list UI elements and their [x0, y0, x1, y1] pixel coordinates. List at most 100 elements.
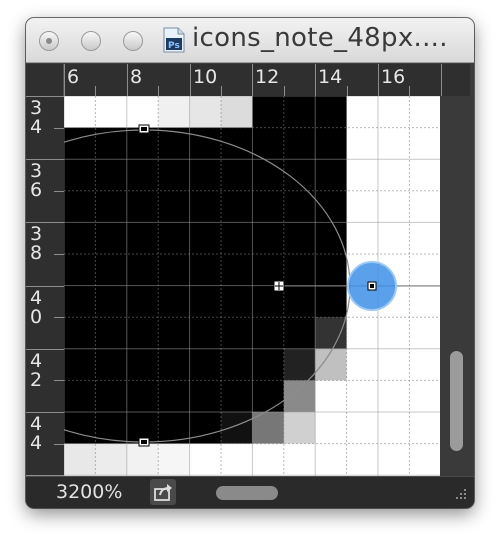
pixel-cell: [64, 317, 96, 350]
pixel-cell: [221, 380, 253, 413]
pixel-cell: [221, 348, 253, 381]
pixel-cell: [409, 127, 440, 160]
pixel-cell: [158, 127, 191, 160]
pixel-cell: [409, 317, 440, 350]
anchor-point-top[interactable]: [138, 124, 150, 134]
ruler-tick: [26, 222, 64, 223]
ruler-tick: [158, 86, 159, 96]
ruler-tick: [54, 128, 64, 129]
ruler-label-h: 10: [193, 66, 218, 88]
anchor-point-bottom[interactable]: [138, 437, 150, 447]
pixel-cell: [64, 190, 96, 223]
pixel-cell: [126, 443, 159, 476]
vertical-scrollbar[interactable]: [440, 96, 474, 476]
ruler-tick: [347, 86, 348, 96]
navigator-window: Ps icons_note_48px.... 6 8 10 12 14 16 3 4 3 6…: [26, 18, 474, 508]
pixel-cell: [158, 222, 191, 255]
pixel-cell: [346, 222, 379, 255]
pixel-cell: [126, 285, 159, 318]
pixel-cell: [378, 380, 410, 413]
pixel-cell: [95, 380, 128, 413]
pixel-cell: [64, 159, 96, 192]
zoomed-canvas[interactable]: [64, 96, 440, 476]
pixel-cell: [346, 190, 379, 223]
window-title: icons_note_48px....: [192, 23, 448, 53]
pixel-cell: [346, 348, 379, 381]
pixel-cell: [283, 222, 316, 255]
ruler-tick: [26, 412, 64, 413]
horizontal-scroll-thumb[interactable]: [216, 486, 278, 500]
resize-grip-icon[interactable]: [450, 485, 468, 503]
zoom-button[interactable]: [123, 31, 143, 51]
pixel-cell: [346, 159, 379, 192]
pixel-cell: [189, 285, 222, 318]
ruler-label-v: 3 4: [29, 97, 43, 138]
pixel-cell: [409, 380, 440, 413]
photoshop-file-icon: Ps: [163, 27, 185, 53]
pixel-cell: [221, 159, 253, 192]
pixel-cell: [95, 412, 128, 445]
pixel-cell: [95, 190, 128, 223]
pixel-cell: [252, 222, 285, 255]
ruler-label-v: 3 8: [29, 223, 43, 264]
pixel-cell: [221, 254, 253, 287]
ruler-tick: [26, 349, 64, 350]
pixel-cell: [221, 190, 253, 223]
pixel-cell: [346, 127, 379, 160]
pixel-cell: [95, 222, 128, 255]
ruler-corner: [26, 64, 64, 96]
title-bar[interactable]: Ps icons_note_48px....: [26, 18, 474, 63]
pixel-cell: [221, 443, 253, 476]
pixel-cell: [158, 190, 191, 223]
vertical-scroll-thumb[interactable]: [450, 351, 463, 451]
minimize-button[interactable]: [81, 31, 101, 51]
ruler-label-h: 14: [318, 66, 343, 88]
pixel-cell: [189, 159, 222, 192]
pixel-cell: [315, 222, 348, 255]
ruler-tick: [190, 64, 191, 96]
pixel-cell: [64, 348, 96, 381]
pixel-cell: [95, 254, 128, 287]
pixel-cell: [95, 96, 128, 129]
share-button[interactable]: [150, 479, 176, 505]
ruler-label-v: 4 2: [29, 350, 43, 391]
pixel-cell: [189, 127, 222, 160]
ruler-tick: [54, 380, 64, 381]
ruler-tick: [315, 64, 316, 96]
pixel-cell: [221, 317, 253, 350]
pixel-cell: [189, 348, 222, 381]
ruler-tick: [64, 64, 65, 96]
pixel-cell: [315, 380, 348, 413]
pixel-cell: [346, 412, 379, 445]
center-handle[interactable]: [273, 280, 285, 292]
selected-anchor-point[interactable]: [347, 261, 397, 311]
pixel-cell: [378, 348, 410, 381]
pixel-cell: [409, 348, 440, 381]
pixel-cell: [158, 380, 191, 413]
pixel-cell: [221, 222, 253, 255]
pixel-cell: [283, 285, 316, 318]
pixel-cell: [158, 254, 191, 287]
zoom-level[interactable]: 3200%: [56, 481, 123, 503]
pixel-cell: [126, 380, 159, 413]
pixel-cell: [346, 443, 379, 476]
pixel-cell: [64, 96, 96, 129]
pixel-cell: [252, 348, 285, 381]
pixel-grid[interactable]: [64, 96, 440, 476]
pixel-cell: [409, 443, 440, 476]
pixel-cell: [409, 96, 440, 129]
ruler-tick: [54, 444, 64, 445]
close-button[interactable]: [39, 31, 59, 51]
pixel-cell: [126, 159, 159, 192]
pixel-cell: [409, 285, 440, 318]
pixel-cell: [64, 285, 96, 318]
ruler-tick: [26, 96, 64, 97]
pixel-cell: [283, 96, 316, 129]
pixel-cell: [126, 348, 159, 381]
pixel-cell: [95, 443, 128, 476]
pixel-cell: [378, 127, 410, 160]
ruler-label-h: 8: [130, 66, 143, 88]
pixel-cell: [378, 412, 410, 445]
pixel-cell: [126, 254, 159, 287]
pixel-cell: [315, 96, 348, 129]
